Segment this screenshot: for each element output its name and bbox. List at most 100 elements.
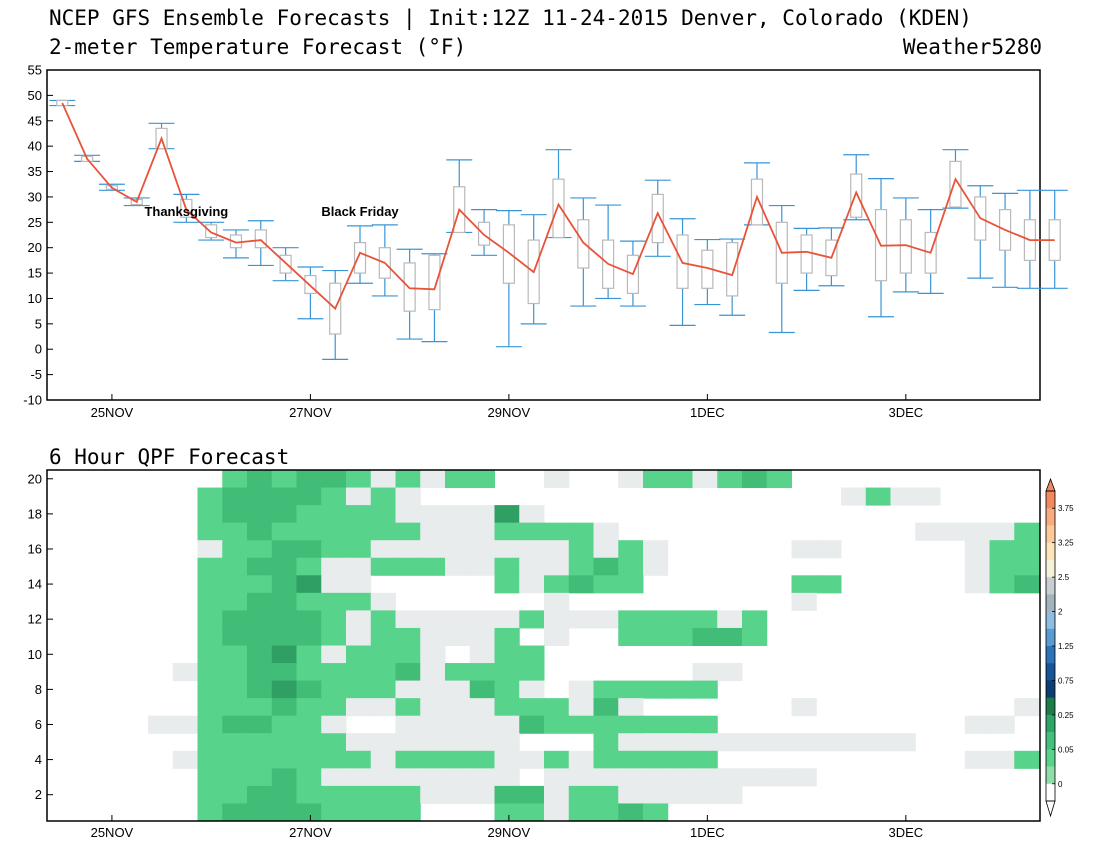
qpf-cell: [544, 698, 570, 717]
qpf-cell: [321, 698, 347, 717]
qpf-cell: [197, 557, 223, 576]
qpf-cell: [271, 540, 297, 559]
qpf-cell: [494, 627, 520, 646]
colorbar-segment: [1046, 508, 1055, 526]
qpf-cell: [346, 733, 372, 752]
ensemble-column: [396, 248, 423, 340]
qpf-cell: [445, 522, 471, 541]
qpf-cell: [296, 645, 322, 664]
y-tick-label: 35: [28, 164, 42, 179]
qpf-cell: [494, 698, 520, 717]
qpf-cell: [321, 663, 347, 682]
qpf-y-tick-label: 8: [35, 682, 42, 697]
qpf-cell: [247, 575, 273, 594]
qpf-cell: [395, 715, 421, 734]
qpf-cell: [296, 803, 322, 822]
qpf-cell: [766, 470, 792, 489]
qpf-cell: [222, 522, 248, 541]
ensemble-column: [371, 224, 398, 297]
qpf-cell: [321, 715, 347, 734]
qpf-cell: [321, 750, 347, 769]
colorbar-segment: [1046, 611, 1055, 630]
ensemble-box: [279, 254, 292, 274]
colorbar-segment: [1046, 783, 1055, 802]
qpf-cell: [643, 610, 669, 629]
qpf-cell: [420, 627, 446, 646]
qpf-cell: [964, 750, 990, 769]
qpf-x-tick-label: 25NOV: [91, 825, 134, 840]
ensemble-column: [297, 266, 324, 320]
qpf-cell: [321, 680, 347, 699]
qpf-cell: [643, 803, 669, 822]
ensemble-box: [726, 242, 739, 297]
qpf-cell: [346, 522, 372, 541]
qpf-cell: [445, 733, 471, 752]
qpf-cell: [395, 663, 421, 682]
qpf-cell: [346, 680, 372, 699]
ensemble-box: [502, 224, 515, 284]
qpf-cell: [395, 645, 421, 664]
qpf-y-tick-label: 16: [28, 541, 42, 556]
qpf-cell: [469, 733, 495, 752]
qpf-cell: [296, 610, 322, 629]
qpf-cell: [791, 698, 817, 717]
ensemble-column: [222, 229, 249, 259]
qpf-cell: [445, 750, 471, 769]
qpf-cell: [271, 645, 297, 664]
qpf-cell: [370, 592, 396, 611]
qpf-cell: [271, 733, 297, 752]
qpf-cell: [321, 610, 347, 629]
qpf-cell: [197, 715, 223, 734]
qpf-cell: [544, 610, 570, 629]
qpf-cell: [222, 663, 248, 682]
qpf-cell: [865, 733, 891, 752]
qpf-cell: [271, 470, 297, 489]
qpf-cell: [222, 785, 248, 804]
qpf-cell: [494, 680, 520, 699]
qpf-cell: [197, 785, 223, 804]
qpf-cell: [766, 768, 792, 787]
qpf-cell: [370, 557, 396, 576]
qpf-y-tick-label: 12: [28, 612, 42, 627]
qpf-y-tick-label: 18: [28, 506, 42, 521]
x-tick-label: 1DEC: [690, 405, 725, 420]
qpf-cell: [519, 715, 545, 734]
qpf-cell: [469, 785, 495, 804]
qpf-cell: [271, 698, 297, 717]
qpf-cell: [370, 610, 396, 629]
qpf-cell: [742, 768, 768, 787]
qpf-cell: [989, 540, 1015, 559]
qpf-cell: [618, 470, 644, 489]
qpf-cell: [643, 680, 669, 699]
qpf-x-tick-label: 27NOV: [289, 825, 332, 840]
y-tick-label: 0: [35, 342, 42, 357]
qpf-cell: [742, 733, 768, 752]
qpf-cell: [568, 750, 594, 769]
qpf-cell: [469, 610, 495, 629]
qpf-cell: [271, 715, 297, 734]
colorbar-label: 3.25: [1058, 539, 1074, 548]
qpf-cell: [445, 785, 471, 804]
qpf-cell: [370, 522, 396, 541]
qpf-cell: [667, 768, 693, 787]
qpf-cell: [370, 680, 396, 699]
qpf-cell: [321, 487, 347, 506]
qpf-cell: [395, 733, 421, 752]
qpf-cell: [494, 522, 520, 541]
qpf-y-tick-label: 14: [28, 577, 42, 592]
annotation-label: Thanksgiving: [144, 204, 228, 219]
qpf-cell: [420, 645, 446, 664]
qpf-cell: [395, 610, 421, 629]
qpf-cell: [222, 750, 248, 769]
qpf-cell: [247, 733, 273, 752]
qpf-x-tick-label: 3DEC: [888, 825, 923, 840]
qpf-cell: [445, 540, 471, 559]
qpf-cell: [494, 785, 520, 804]
qpf-cell: [469, 557, 495, 576]
qpf-title: 6 Hour QPF Forecast: [49, 445, 290, 469]
qpf-cell: [568, 680, 594, 699]
qpf-cell: [469, 715, 495, 734]
qpf-cell: [395, 505, 421, 524]
qpf-cell: [469, 627, 495, 646]
